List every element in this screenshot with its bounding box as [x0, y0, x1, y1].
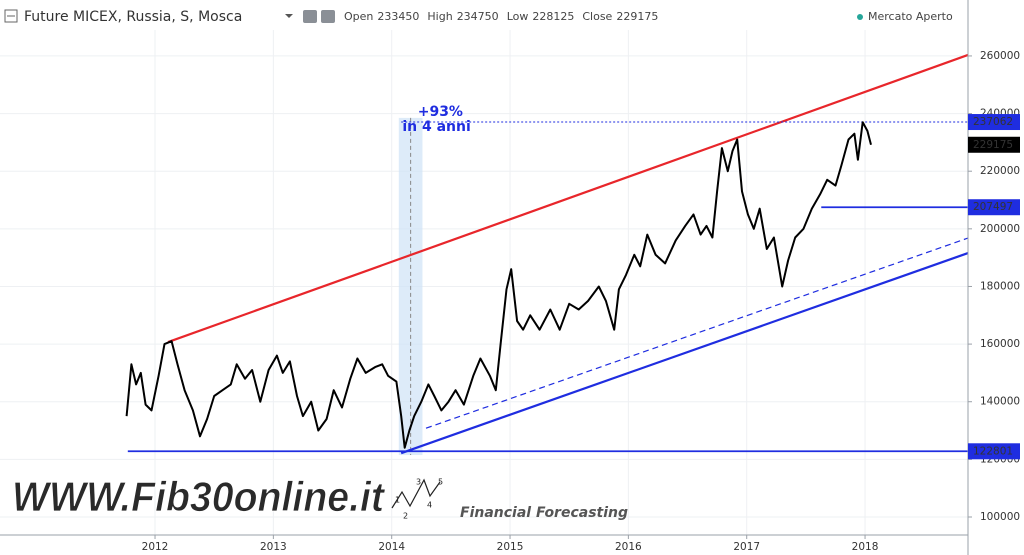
- settings-icon[interactable]: [321, 10, 335, 23]
- wave-label: 5: [438, 478, 443, 487]
- wave-icon: [391, 478, 441, 509]
- y-tick-label: 200000: [980, 223, 1020, 235]
- y-tick-label: 180000: [980, 280, 1020, 292]
- eye-icon[interactable]: [303, 10, 317, 23]
- y-tick-label: 100000: [980, 511, 1020, 523]
- ohlc-label: Close: [582, 10, 612, 23]
- level-label-box: [968, 443, 1020, 460]
- x-tick-label: 2018: [852, 541, 879, 553]
- annotation: in 4 anni: [402, 119, 470, 135]
- trend-line: [167, 53, 968, 344]
- watermark-site: WWW.Fib30online.it: [12, 473, 386, 520]
- wave-label: 3: [416, 478, 421, 487]
- level-label: 237062: [973, 116, 1013, 128]
- last-price-label: 229175: [973, 139, 1013, 151]
- y-tick-label: 160000: [980, 338, 1020, 350]
- status-dot: [857, 14, 863, 20]
- ohlc-label: Open: [344, 10, 373, 23]
- ohlc-value: 233450: [377, 10, 419, 23]
- last-price-label-box: [968, 136, 1020, 153]
- y-tick-label: 140000: [980, 396, 1020, 408]
- ohlc-label: High: [427, 10, 452, 23]
- wave-label: 2: [403, 512, 408, 521]
- y-tick-label: 260000: [980, 50, 1020, 62]
- watermark: WWW.Fib30online.it 1 2 3 4 5 Financial F…: [12, 473, 628, 521]
- price-line: [125, 121, 872, 449]
- x-tick-label: 2013: [260, 541, 287, 553]
- ohlc: Open 233450 High 234750 Low 228125 Close 229175: [344, 10, 658, 23]
- watermark-tagline: Financial Forecasting: [460, 505, 628, 521]
- level-label-box: [968, 199, 1020, 216]
- x-tick-label: 2015: [497, 541, 524, 553]
- wave-label: 1: [395, 496, 400, 505]
- symbol-title[interactable]: Future MICEX, Russia, S, Mosca: [24, 9, 242, 25]
- x-tick-label: 2017: [733, 541, 760, 553]
- y-tick-label: 220000: [980, 165, 1020, 177]
- axes: 1000001200001400001600001800002000002200…: [142, 50, 1020, 553]
- ohlc-value: 229175: [616, 10, 658, 23]
- plot-area: +93%in 4 anni: [125, 53, 968, 456]
- ohlc-value: 234750: [457, 10, 499, 23]
- trend-line: [425, 237, 968, 429]
- level-label: 207497: [973, 201, 1013, 213]
- x-tick-label: 2014: [378, 541, 405, 553]
- dropdown-arrow[interactable]: [285, 14, 293, 18]
- collapse-icon[interactable]: [4, 9, 18, 23]
- x-tick-label: 2012: [142, 541, 169, 553]
- trend-line: [400, 251, 968, 455]
- level-label-box: [968, 114, 1020, 131]
- level-label: 122801: [973, 445, 1013, 457]
- ohlc-label: Low: [507, 10, 529, 23]
- annotation: +93%: [418, 104, 463, 120]
- wave-label: 4: [427, 501, 432, 510]
- market-status: Mercato Aperto: [868, 10, 953, 23]
- x-tick-label: 2016: [615, 541, 642, 553]
- ohlc-value: 228125: [532, 10, 574, 23]
